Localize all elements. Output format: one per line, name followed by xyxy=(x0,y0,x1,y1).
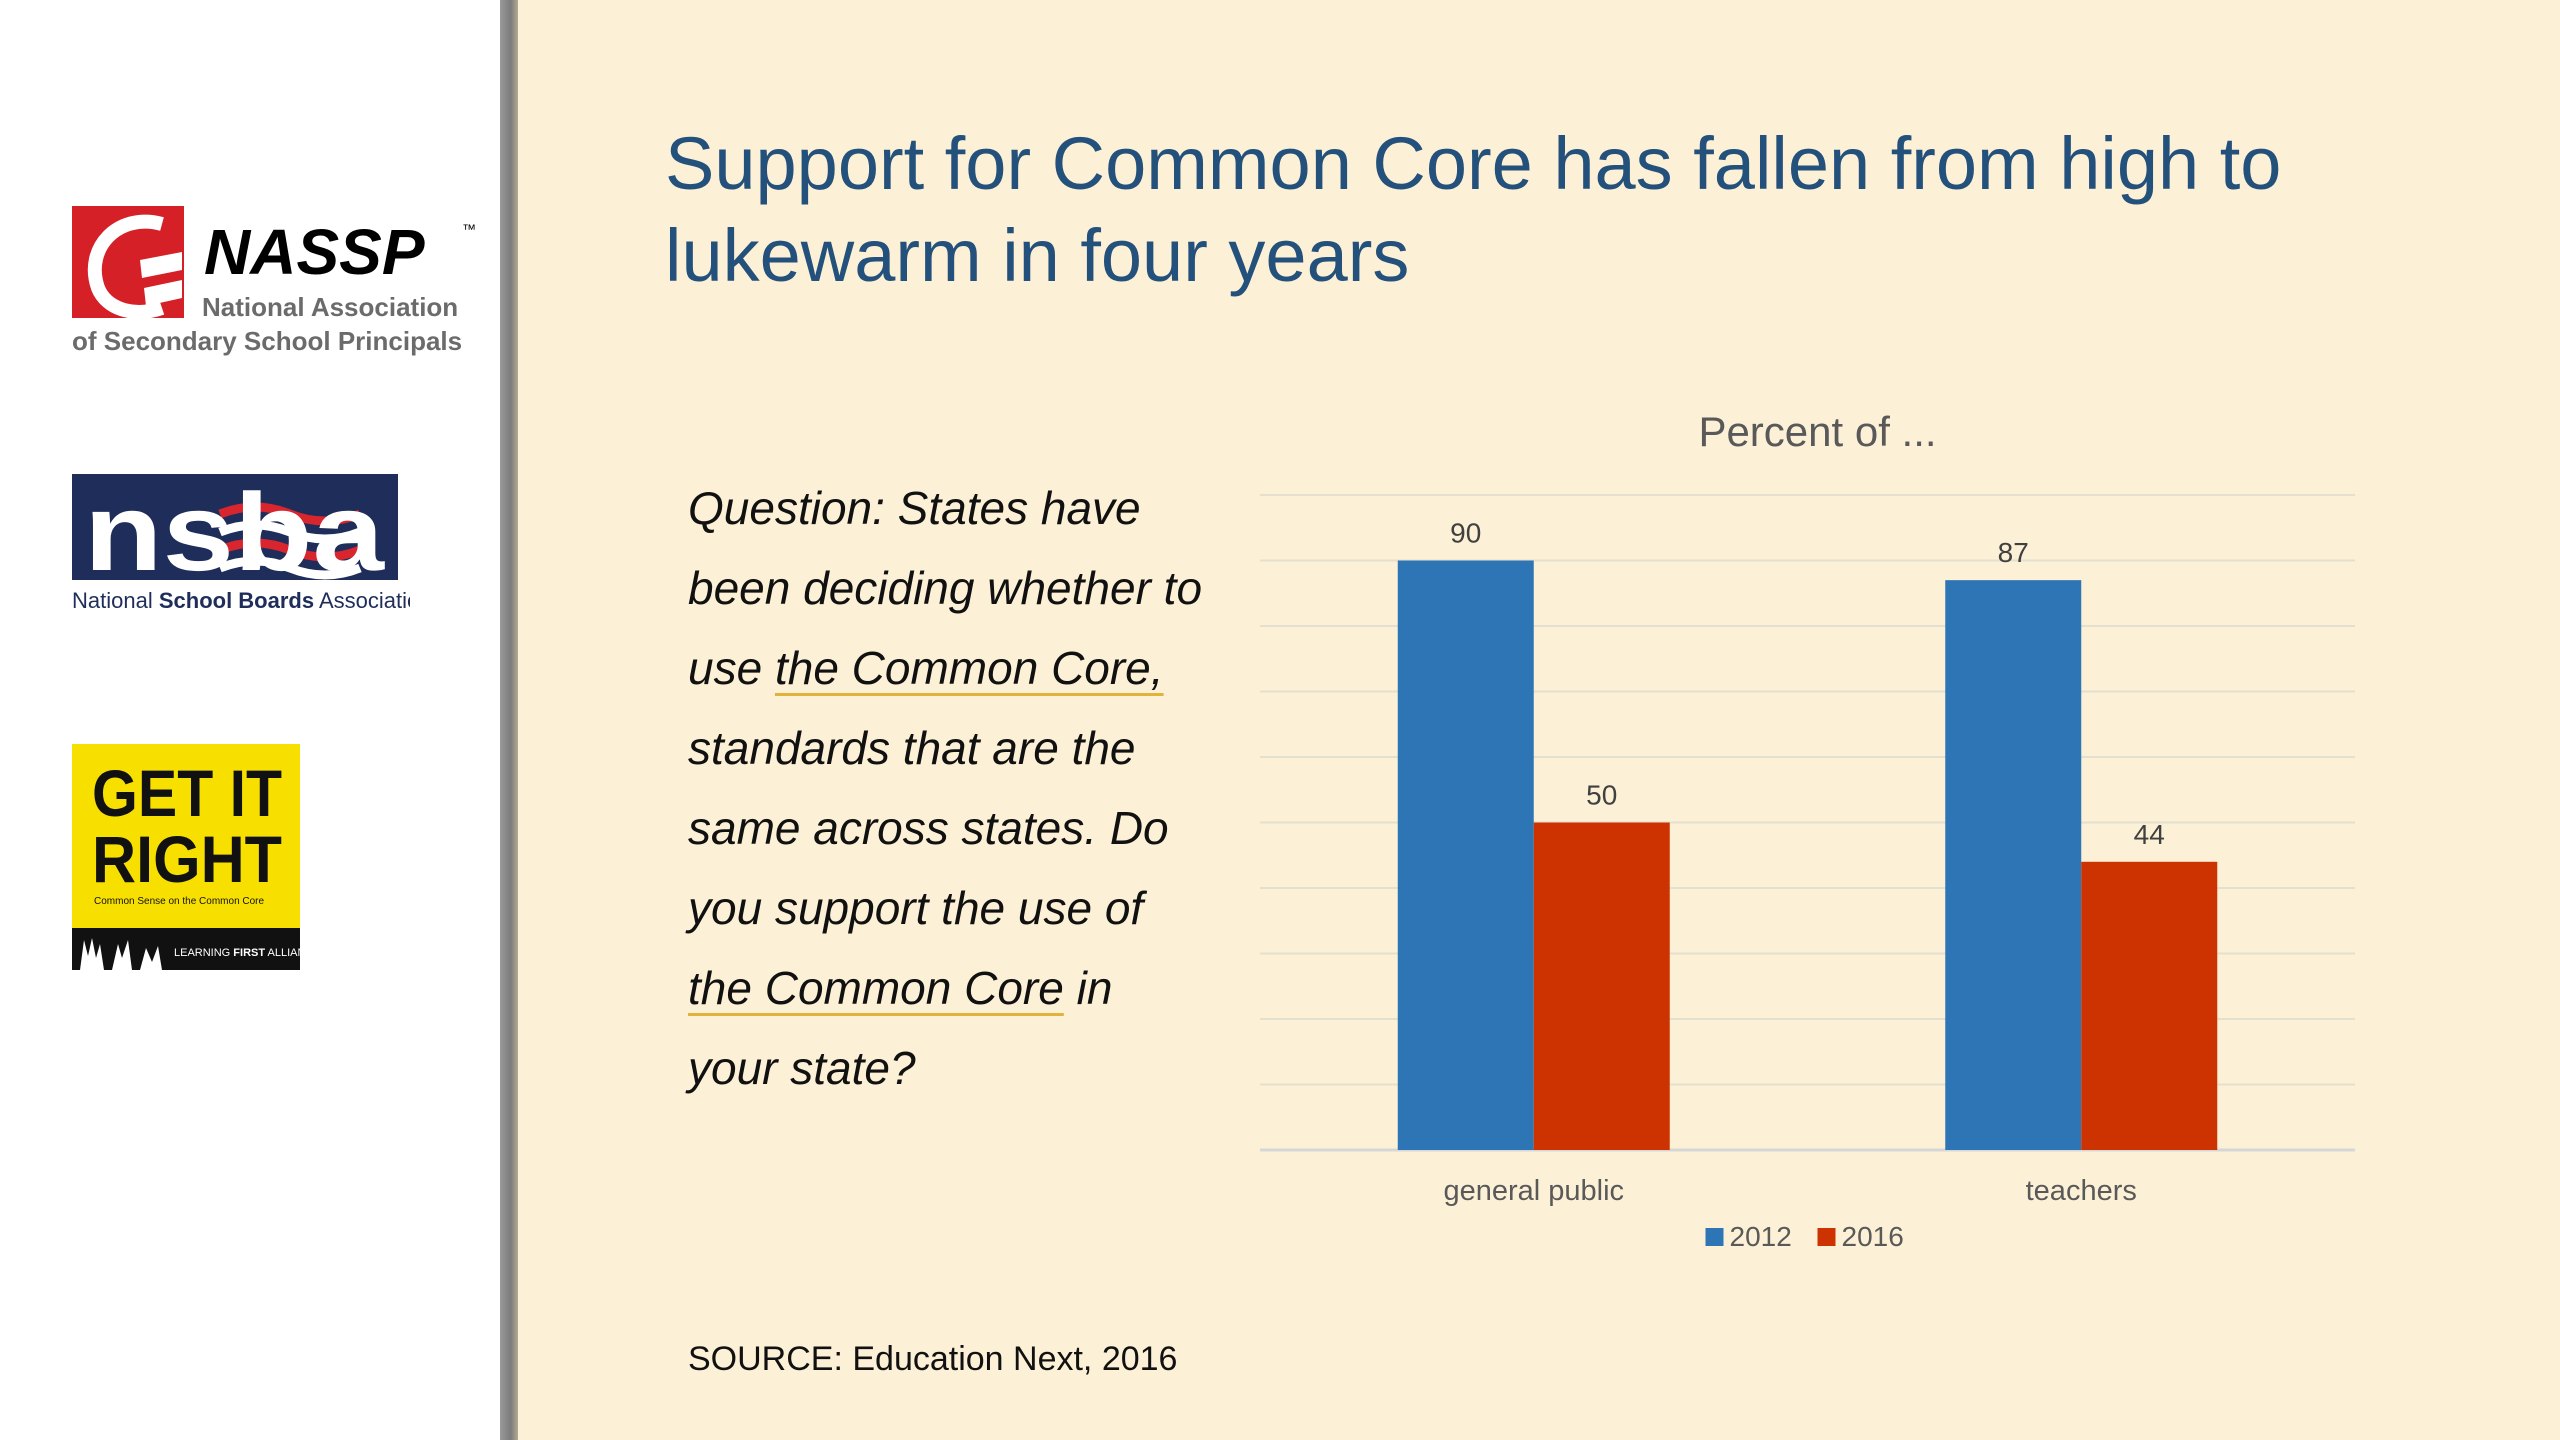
legend-label-2016: 2016 xyxy=(1842,1221,1904,1252)
source-note: SOURCE: Education Next, 2016 xyxy=(688,1340,1178,1378)
bar-2012-general-public xyxy=(1397,560,1534,1150)
learning-first-alliance: LEARNING FIRST ALLIANCE xyxy=(174,947,300,959)
data-label: 90 xyxy=(1450,518,1481,549)
question-underlined: the Common Core, xyxy=(774,642,1164,694)
nassp-line1: National Association xyxy=(202,292,458,322)
get-it-right-tagline: Common Sense on the Common Core xyxy=(94,896,265,907)
bar-2016-general-public xyxy=(1533,822,1670,1150)
nsba-caption: National School Boards Association xyxy=(72,588,410,613)
question-part: Question: States have been deciding whet… xyxy=(688,482,1203,694)
bar-chart: Percent of ... 90 50 general public 87 44 teac… xyxy=(1260,408,2355,1252)
bar-2016-teachers xyxy=(2081,861,2218,1150)
nassp-swoosh xyxy=(87,214,165,319)
right-text: RIGHT xyxy=(92,822,282,896)
data-label: 87 xyxy=(1998,537,2029,568)
nassp-line2: of Secondary School Principals xyxy=(72,326,462,356)
data-label: 50 xyxy=(1586,780,1617,811)
get-it-text: GET IT xyxy=(92,756,282,830)
question-part: in your state? xyxy=(688,962,1113,1094)
data-label: 44 xyxy=(2134,819,2165,850)
get-it-right-logo: GET IT RIGHT Common Sense on the Common … xyxy=(72,744,300,970)
x-tick-label: teachers xyxy=(2026,1175,2137,1207)
slide-title: Support for Common Core has fallen from … xyxy=(665,122,2282,297)
question-part: standards that are the same across state… xyxy=(688,722,1169,934)
nassp-logo: NASSP ™ National Association of Secondar… xyxy=(72,206,476,356)
sidebar-divider xyxy=(500,0,518,1440)
nsba-logo: nsba National School Boards Association xyxy=(72,471,410,613)
survey-question: Question: States have been deciding whet… xyxy=(688,468,1208,1108)
svg-text:™: ™ xyxy=(462,221,476,237)
legend-swatch-2016 xyxy=(1817,1228,1836,1246)
question-underlined: the Common Core xyxy=(688,962,1064,1014)
legend-swatch-2012 xyxy=(1705,1228,1724,1246)
legend-label-2012: 2012 xyxy=(1730,1221,1792,1252)
nsba-wordmark: nsba xyxy=(84,471,385,594)
logo-sidebar: NASSP ™ National Association of Secondar… xyxy=(0,0,500,1440)
hands-icon xyxy=(80,938,162,970)
nassp-wordmark: NASSP xyxy=(204,216,425,288)
chart-title: Percent of ... xyxy=(1698,408,1936,455)
x-tick-label: general public xyxy=(1443,1175,1624,1207)
bar-2012-teachers xyxy=(1945,580,2082,1150)
